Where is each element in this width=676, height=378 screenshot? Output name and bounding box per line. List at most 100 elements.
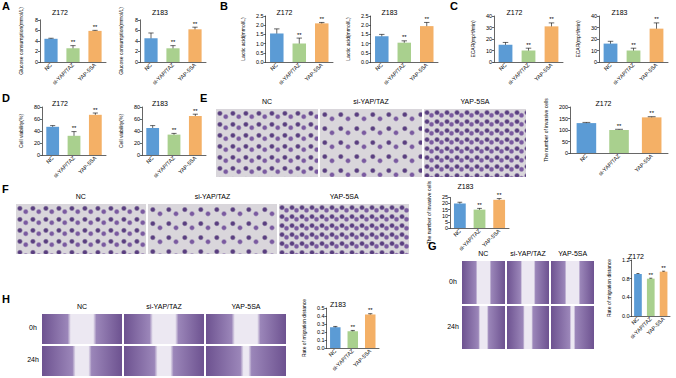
svg-text:2.5: 2.5 [361,13,369,19]
svg-text:NC: NC [630,316,640,326]
svg-text:**: ** [172,127,177,133]
svg-text:NC: NC [498,62,508,72]
svg-text:**: ** [631,42,636,48]
svg-text:YAP-5SA: YAP-5SA [352,348,373,369]
svg-text:**: ** [617,123,622,129]
svg-text:0: 0 [594,59,597,65]
svg-text:**: ** [661,265,666,271]
svg-text:**: ** [497,192,502,198]
svg-text:0: 0 [137,152,140,158]
svg-text:2: 2 [135,48,138,54]
svg-text:6: 6 [135,27,138,33]
svg-text:0.1: 0.1 [317,337,325,343]
svg-text:0.5: 0.5 [256,50,264,56]
svg-text:YAP-5SA: YAP-5SA [645,316,666,337]
svg-text:10: 10 [442,213,448,219]
svg-text:0: 0 [35,59,38,65]
svg-text:Z172: Z172 [277,9,293,16]
svg-text:Glucose consumption(mmol/L): Glucose consumption(mmol/L) [18,7,24,75]
svg-text:1.5: 1.5 [256,31,264,37]
svg-text:NC: NC [269,62,279,72]
svg-text:Z183: Z183 [458,183,474,190]
svg-text:si-YAP/TAZ: si-YAP/TAZ [331,347,355,371]
svg-text:1.5: 1.5 [361,31,369,37]
svg-text:0: 0 [445,225,448,231]
svg-text:The number of invasive cells: The number of invasive cells [426,181,432,245]
svg-text:**: ** [649,110,654,116]
svg-text:**: ** [72,125,77,131]
svg-text:Lactic acid(mmol/L): Lactic acid(mmol/L) [345,17,351,61]
svg-text:0.0: 0.0 [622,313,630,319]
svg-text:Z183: Z183 [152,9,168,16]
svg-text:**: ** [93,24,98,30]
svg-text:4: 4 [35,38,38,44]
svg-text:**: ** [402,34,407,40]
svg-text:si-YAP/TAZ: si-YAP/TAZ [152,154,176,178]
svg-text:**: ** [549,16,554,22]
svg-text:20: 20 [486,36,492,42]
svg-text:Cell viability(%): Cell viability(%) [118,114,124,149]
svg-text:0.5: 0.5 [361,50,369,56]
svg-text:80: 80 [134,104,140,110]
svg-text:Lactic acid(mmol/L): Lactic acid(mmol/L) [240,17,246,61]
svg-text:8: 8 [135,17,138,23]
svg-text:60: 60 [134,116,140,122]
svg-text:2: 2 [35,48,38,54]
svg-text:**: ** [477,202,482,208]
svg-text:NC: NC [143,62,153,72]
svg-text:40: 40 [486,13,492,19]
svg-text:Cell viability(%): Cell viability(%) [18,114,24,149]
svg-text:100: 100 [559,127,568,133]
svg-text:ECAR(mpH/min): ECAR(mpH/min) [575,20,581,58]
svg-text:**: ** [193,108,198,114]
svg-text:10: 10 [591,48,597,54]
svg-text:150: 150 [559,116,568,122]
svg-text:YAP-5SA: YAP-5SA [177,62,198,83]
svg-text:NC: NC [579,153,589,163]
svg-text:0.8: 0.8 [622,276,630,282]
svg-text:20: 20 [134,140,140,146]
svg-text:2.5: 2.5 [256,13,264,19]
svg-text:0.0: 0.0 [256,59,264,65]
svg-text:Z172: Z172 [507,9,523,16]
svg-text:30: 30 [486,25,492,31]
svg-text:si-YAP/TAZ: si-YAP/TAZ [507,61,531,85]
svg-text:80: 80 [34,104,40,110]
svg-text:Z172: Z172 [628,253,644,260]
svg-text:ECAR(mpH/min): ECAR(mpH/min) [470,20,476,58]
svg-text:YAP-5SA: YAP-5SA [409,62,430,83]
svg-text:YAP-5SA: YAP-5SA [638,62,659,83]
svg-text:0.0: 0.0 [361,59,369,65]
svg-text:0.5: 0.5 [317,305,325,311]
svg-text:si-YAP/TAZ: si-YAP/TAZ [382,61,406,85]
svg-text:Z183: Z183 [330,301,346,308]
svg-text:0: 0 [489,59,492,65]
svg-text:**: ** [526,42,531,48]
svg-text:si-YAP/TAZ: si-YAP/TAZ [612,61,636,85]
svg-text:**: ** [193,21,198,27]
svg-text:**: ** [297,32,302,38]
svg-text:**: ** [71,39,76,45]
svg-text:50: 50 [562,139,568,145]
svg-text:NC: NC [145,155,155,165]
svg-text:Z183: Z183 [612,9,628,16]
svg-text:Rate of migration distance: Rate of migration distance [301,299,307,357]
svg-text:**: ** [171,39,176,45]
svg-text:20: 20 [591,36,597,42]
svg-text:6: 6 [35,27,38,33]
svg-text:5: 5 [445,219,448,225]
svg-text:Z172: Z172 [52,9,68,16]
svg-text:0.4: 0.4 [317,313,325,319]
svg-text:**: ** [93,107,98,113]
svg-text:NC: NC [452,228,462,238]
svg-text:Z172: Z172 [52,100,68,107]
svg-text:YAP-5SA: YAP-5SA [77,155,98,176]
svg-text:YAP-5SA: YAP-5SA [304,62,325,83]
svg-text:2.0: 2.0 [361,22,369,28]
svg-text:YAP-5SA: YAP-5SA [77,62,98,83]
svg-text:4: 4 [135,38,138,44]
svg-text:Z183: Z183 [382,9,398,16]
svg-text:YAP-5SA: YAP-5SA [481,228,502,249]
svg-text:si-YAP/TAZ: si-YAP/TAZ [52,154,76,178]
svg-text:Z183: Z183 [152,100,168,107]
